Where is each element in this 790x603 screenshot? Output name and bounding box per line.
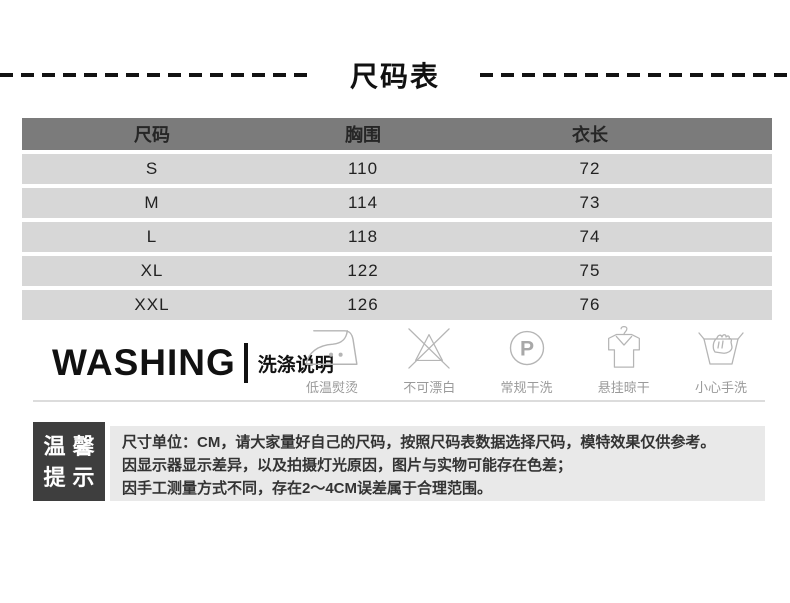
tips-line-1: 尺寸单位：CM，请大家量好自己的尺码，按照尺码表数据选择尺码，模特效果仅供参考。 (122, 434, 716, 451)
chest-cell: 114 (347, 193, 379, 212)
washing-section: WASHING 洗涤说明 低温熨烫 (0, 324, 790, 396)
table-row: M 114 73 (22, 188, 772, 218)
chest-cell: 118 (347, 227, 379, 246)
size-table-header-row: 尺码 胸围 衣长 (22, 118, 772, 150)
washing-title-cn: 洗涤说明 (257, 354, 334, 376)
length-cell: 75 (579, 261, 601, 280)
wash-label: 常规干洗 (500, 380, 553, 395)
wash-label: 低温熨烫 (305, 380, 358, 395)
title-divider-bar (243, 343, 248, 383)
column-header-size: 尺码 (134, 125, 170, 145)
no-bleach-icon (388, 324, 470, 370)
hang-dry-icon (583, 324, 665, 370)
tips-badge: 温馨 提示 (33, 422, 105, 501)
washing-item-bleach: 不可漂白 (388, 324, 470, 396)
product-size-detail-page: 尺码表 尺码 胸围 衣长 S 110 72 M 114 73 L 118 74 … (0, 56, 790, 603)
chest-cell: 122 (347, 261, 379, 280)
size-cell: M (144, 193, 160, 212)
dashed-line-left (0, 73, 310, 77)
washing-item-iron: 低温熨烫 (291, 324, 373, 396)
dry-clean-letter: P (519, 337, 533, 360)
column-header-chest: 胸围 (345, 125, 381, 145)
size-table-body: S 110 72 M 114 73 L 118 74 XL 122 75 XXL… (22, 154, 772, 320)
page-title: 尺码表 (350, 61, 441, 92)
washing-icons-row: 低温熨烫 不可漂白 P (285, 324, 790, 396)
tips-section: 温馨 提示 尺寸单位：CM，请大家量好自己的尺码，按照尺码表数据选择尺码，模特效… (33, 422, 765, 501)
table-row: L 118 74 (22, 222, 772, 252)
table-row: S 110 72 (22, 154, 772, 184)
iron-low-temp-icon (291, 324, 373, 370)
tips-badge-line2: 提示 (43, 464, 102, 490)
tips-line-3: 因手工测量方式不同，存在2～4CM误差属于合理范围。 (122, 480, 493, 497)
size-cell: L (146, 227, 158, 246)
size-cell: XXL (134, 295, 170, 314)
washing-item-handwash: 小心手洗 (680, 324, 762, 396)
size-table: 尺码 胸围 衣长 S 110 72 M 114 73 L 118 74 XL 1… (22, 118, 772, 320)
length-cell: 74 (579, 227, 601, 246)
column-header-length: 衣长 (572, 125, 608, 145)
length-cell: 76 (579, 295, 601, 314)
washing-title-en: WASHING (52, 342, 236, 383)
section-divider (33, 400, 765, 402)
wash-label: 悬挂晾干 (597, 380, 650, 395)
table-row: XXL 126 76 (22, 290, 772, 320)
tips-body: 尺寸单位：CM，请大家量好自己的尺码，按照尺码表数据选择尺码，模特效果仅供参考。… (110, 426, 765, 501)
wash-label: 不可漂白 (403, 380, 456, 395)
chest-cell: 110 (347, 159, 379, 178)
table-row: XL 122 75 (22, 256, 772, 286)
hand-wash-icon (680, 324, 762, 370)
wash-label: 小心手洗 (694, 380, 747, 395)
washing-title: WASHING 洗涤说明 (0, 342, 334, 384)
dashed-line-right (480, 73, 790, 77)
washing-item-dryclean: P 常规干洗 (486, 324, 568, 396)
chest-cell: 126 (347, 295, 379, 314)
size-cell: S (145, 159, 159, 178)
size-cell: XL (140, 261, 164, 280)
length-cell: 73 (579, 193, 601, 212)
tips-line-2: 因显示器显示差异，以及拍摄灯光原因，图片与实物可能存在色差； (122, 457, 573, 474)
length-cell: 72 (579, 159, 601, 178)
size-chart-title-row: 尺码表 (0, 56, 790, 94)
washing-item-hangdry: 悬挂晾干 (583, 324, 665, 396)
tips-badge-line1: 温馨 (43, 433, 102, 459)
dry-clean-icon: P (486, 324, 568, 370)
